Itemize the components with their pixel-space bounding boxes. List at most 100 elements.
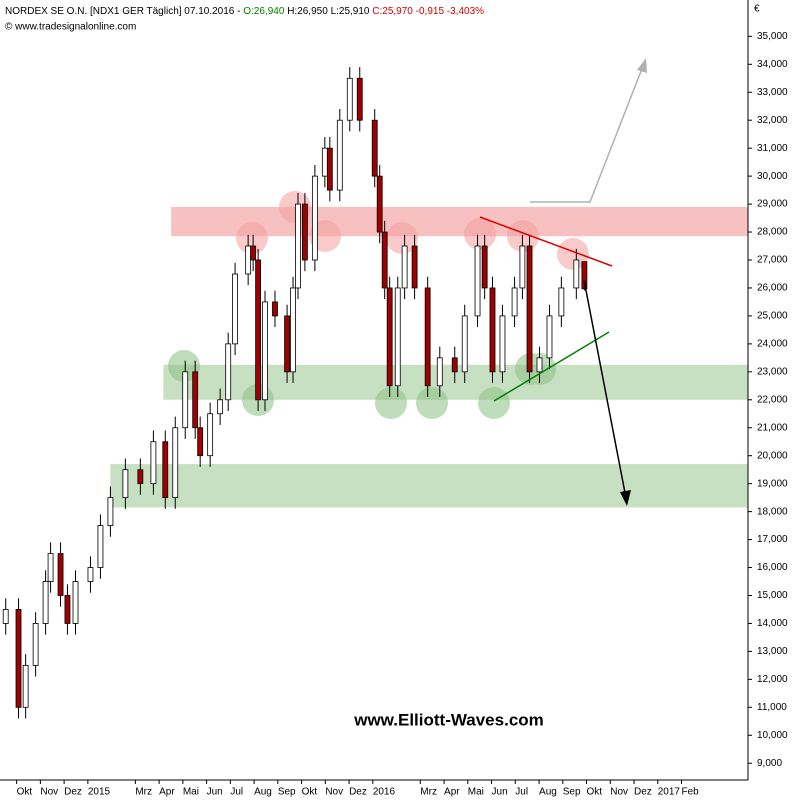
candle-body [519,245,526,289]
candle-body [255,259,262,401]
x-tick-label: Dez [64,787,82,798]
x-tick-label: Mrz [420,787,437,798]
candle-body [122,469,129,499]
candle-body [192,371,199,429]
candle-body [424,287,431,387]
high-label: H:26,950 [287,6,328,17]
y-tick-label: 31,000 [757,143,788,154]
down-arrowhead [620,490,631,506]
candle-body [150,441,157,485]
candle-body [436,357,443,387]
y-tick-label: 24,000 [757,339,788,350]
y-tick-label: 30,000 [757,171,788,182]
candle-body [15,609,22,708]
candle-body [581,261,588,290]
up-arrowhead [637,58,647,73]
y-tick-label: 33,000 [757,87,788,98]
y-tick-label: 11,000 [757,702,787,713]
x-tick-label: Dez [349,787,367,798]
candle-body [381,231,388,289]
x-tick-label: Feb [682,787,700,798]
candle-body [336,119,343,191]
y-tick-label: 34,000 [757,59,788,70]
x-tick-label: Jul [230,787,243,798]
x-tick-label: Mai [183,787,199,798]
candle-body [356,77,363,121]
candle-body [272,301,278,317]
y-tick-label: 17,000 [757,534,788,545]
y-tick-label: 32,000 [757,115,788,126]
candle-body [250,245,257,261]
x-tick-label: Nov [40,787,58,798]
candle-body [32,623,39,666]
candle-body [401,245,408,289]
change-label: C:25,970 -0,915 -3,403% [372,6,484,17]
x-tick-label: 2016 [373,787,396,798]
candle-body [22,664,29,708]
candle-body [64,595,71,624]
candle-body [386,287,393,387]
y-tick-label: 16,000 [757,562,788,573]
currency-label: € [754,4,760,15]
candle-body [481,245,488,289]
annotation-circles [168,191,589,419]
resistance-circle [557,238,589,270]
x-tick-label: Jul [515,787,528,798]
candle-body [107,497,114,526]
y-tick-label: 29,000 [757,199,788,210]
candle-body [97,525,104,568]
y-tick-label: 23,000 [757,366,788,377]
price-zone [110,464,748,508]
support-circle [168,350,200,382]
candle-body [526,245,533,373]
candle-body [411,245,418,289]
support-line [493,331,610,402]
candle-body [546,315,553,359]
y-tick-label: 35,000 [757,31,788,42]
candle-body [321,147,328,177]
candle-body [172,427,179,499]
candle-body [558,287,565,317]
price-zone [171,206,749,237]
support-circle [478,387,510,419]
x-tick-label: Sep [563,787,581,798]
candle-body [489,287,496,373]
candle-body [245,245,252,275]
x-tick-label: Okt [587,787,603,798]
x-tick-label: Apr [444,787,460,798]
support-circle [416,387,448,419]
candle-body [262,301,268,401]
candle-body [2,609,9,624]
candle-body [57,553,64,596]
candle-body [137,469,144,485]
candle-body [42,581,49,624]
candle-body [499,315,506,373]
candle-body [284,315,290,373]
candle-body [72,581,79,624]
header: NORDEX SE O.N. [NDX1 GER Täglich] 07.10.… [5,6,484,17]
y-tick-label: 10,000 [757,730,788,741]
candle-body [162,441,169,499]
y-tick-label: 25,000 [757,311,788,322]
open-label: O:26,940 [243,6,285,17]
candle-body [182,371,189,429]
x-tick-label: Jun [207,787,223,798]
x-tick-label: Dez [634,787,652,798]
candle-body [301,203,308,261]
x-tick-label: Jun [492,787,508,798]
x-tick-label: Nov [610,787,628,798]
y-tick-label: 12,000 [757,674,788,685]
resistance-circle [507,220,539,252]
y-tick-label: 19,000 [757,478,788,489]
candle-body [326,147,333,191]
y-tick-label: 27,000 [757,255,788,266]
y-tick-label: 9,000 [757,758,782,769]
candle-body [474,245,481,317]
candle-body [394,287,401,387]
candle-body [371,119,378,177]
resistance-circle [386,222,418,254]
x-tick-label: 2015 [88,787,111,798]
resistance-circle [464,218,496,250]
candle-body [295,203,301,289]
